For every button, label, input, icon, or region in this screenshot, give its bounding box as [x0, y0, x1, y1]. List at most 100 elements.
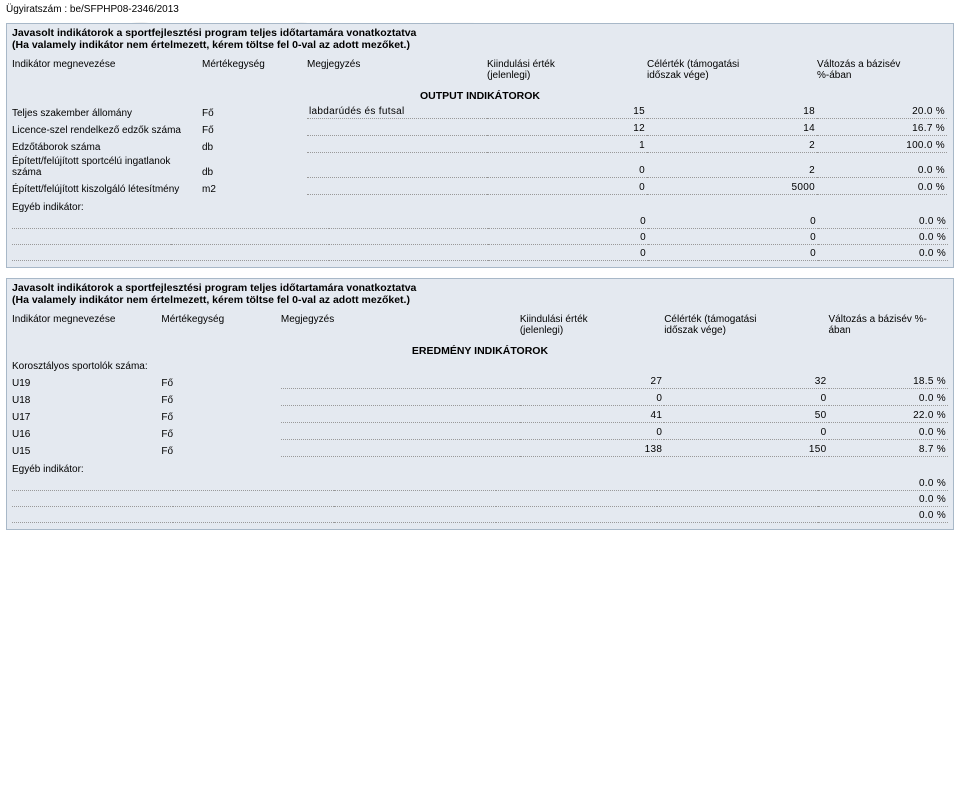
row-target-input[interactable]: 0 [648, 247, 818, 261]
row-start-input[interactable]: 0 [520, 426, 664, 440]
blank-input[interactable] [12, 231, 171, 245]
panel2-subtitle: (Ha valamely indikátor nem értelmezett, … [7, 294, 953, 310]
row-start-input[interactable]: 27 [520, 375, 664, 389]
blank-input[interactable] [657, 493, 818, 507]
row-target-input[interactable]: 32 [664, 375, 828, 389]
row-target-input[interactable]: 0 [664, 426, 828, 440]
row-change-input[interactable]: 8.7 % [829, 443, 948, 457]
row-note-input[interactable] [307, 139, 487, 153]
row-change-input[interactable]: 0.0 % [829, 426, 948, 440]
row-start-input[interactable]: 138 [520, 443, 664, 457]
row-note-input[interactable] [281, 392, 520, 406]
row-target-input[interactable]: 18 [647, 105, 817, 119]
header-col6: Változás a bázisév %- ában [829, 314, 949, 336]
row-change-input[interactable]: 0.0 % [818, 231, 948, 245]
row-target-input[interactable]: 0 [664, 392, 828, 406]
table-row: 0 0 0.0 % [12, 231, 948, 245]
header-col2: Mértékegység [161, 314, 281, 336]
table-row: Licence-szel rendelkező edzők száma Fő 1… [7, 121, 953, 138]
table-row: U18 Fő 0 0 0.0 % [7, 391, 953, 408]
blank-input[interactable] [12, 247, 171, 261]
row-change-input[interactable]: 0.0 % [818, 247, 948, 261]
blank-input[interactable] [173, 493, 334, 507]
row-target-input[interactable]: 2 [647, 164, 817, 178]
row-change-input[interactable]: 0.0 % [818, 477, 948, 491]
blank-input[interactable] [173, 509, 334, 523]
row-start-input[interactable]: 0 [487, 164, 647, 178]
row-target-input[interactable]: 0 [648, 231, 818, 245]
row-start-input[interactable]: 1 [487, 139, 647, 153]
header-col1: Indikátor megnevezése [12, 314, 161, 336]
header-col3: Megjegyzés [307, 59, 487, 81]
row-unit: Fő [161, 412, 281, 423]
row-change-input[interactable]: 0.0 % [818, 509, 948, 523]
blank-input[interactable] [496, 493, 657, 507]
row-target-input[interactable]: 150 [664, 443, 828, 457]
row-note-input[interactable] [307, 122, 487, 136]
row-target-input[interactable]: 5000 [647, 181, 817, 195]
row-start-input[interactable]: 12 [487, 122, 647, 136]
row-change-input[interactable]: 20.0 % [817, 105, 947, 119]
blank-input[interactable] [496, 509, 657, 523]
row-start-input[interactable]: 0 [488, 215, 648, 229]
blank-input[interactable] [329, 247, 488, 261]
row-change-input[interactable]: 18.5 % [829, 375, 948, 389]
row-start-input[interactable]: 15 [487, 105, 647, 119]
blank-input[interactable] [329, 231, 488, 245]
panel-output-indicators: Javasolt indikátorok a sportfejlesztési … [6, 23, 954, 268]
row-change-input[interactable]: 16.7 % [817, 122, 947, 136]
row-change-input[interactable]: 0.0 % [829, 392, 948, 406]
row-change-input[interactable]: 0.0 % [818, 215, 948, 229]
blank-input[interactable] [173, 477, 334, 491]
row-start-input[interactable]: 41 [520, 409, 664, 423]
header-col6a: Változás a bázisév [817, 59, 900, 70]
blank-input[interactable] [657, 477, 818, 491]
row-target-input[interactable]: 14 [647, 122, 817, 136]
blank-input[interactable] [12, 493, 173, 507]
blank-input[interactable] [171, 247, 330, 261]
table-row: 0.0 % [12, 509, 948, 523]
row-note-input[interactable] [281, 409, 520, 423]
panel2-title: Javasolt indikátorok a sportfejlesztési … [7, 279, 953, 294]
table-row: Edzőtáborok száma db 1 2 100.0 % [7, 138, 953, 155]
row-note-input[interactable] [307, 181, 487, 195]
row-unit: Fő [202, 108, 307, 119]
blank-input[interactable] [496, 477, 657, 491]
row-unit: Fő [161, 429, 281, 440]
header-col4b: (jelenlegi) [487, 70, 530, 81]
row-start-input[interactable]: 0 [520, 392, 664, 406]
row-note-input[interactable] [281, 443, 520, 457]
row-change-input[interactable]: 0.0 % [817, 164, 947, 178]
row-start-input[interactable]: 0 [487, 181, 647, 195]
blank-input[interactable] [12, 509, 173, 523]
header-col2: Mértékegység [202, 59, 307, 81]
row-change-input[interactable]: 22.0 % [829, 409, 948, 423]
blank-input[interactable] [329, 215, 488, 229]
row-target-input[interactable]: 0 [648, 215, 818, 229]
row-change-input[interactable]: 0.0 % [818, 493, 948, 507]
table-row: Épített/felújított kiszolgáló létesítmén… [7, 180, 953, 197]
blank-input[interactable] [334, 493, 495, 507]
row-start-input[interactable]: 0 [488, 231, 648, 245]
row-target-input[interactable]: 2 [647, 139, 817, 153]
header-col5: Célérték (támogatási időszak vége) [647, 59, 817, 81]
row-start-input[interactable]: 0 [488, 247, 648, 261]
blank-input[interactable] [12, 215, 171, 229]
table-row: Teljes szakember állomány Fő labdarúdés … [7, 104, 953, 121]
row-change-input[interactable]: 100.0 % [817, 139, 947, 153]
blank-input[interactable] [171, 215, 330, 229]
blank-input[interactable] [334, 509, 495, 523]
row-target-input[interactable]: 50 [664, 409, 828, 423]
blank-input[interactable] [334, 477, 495, 491]
panel1-subtitle: (Ha valamely indikátor nem értelmezett, … [7, 39, 953, 55]
blank-input[interactable] [12, 477, 173, 491]
blank-input[interactable] [657, 509, 818, 523]
row-note-input[interactable] [307, 164, 487, 178]
row-note-input[interactable] [281, 375, 520, 389]
page-content: Ügyiratszám : be/SFPHP08-2346/2013 Javas… [0, 0, 960, 550]
row-note-input[interactable]: labdarúdés és futsal [307, 105, 487, 119]
blank-input[interactable] [171, 231, 330, 245]
row-unit: Fő [161, 395, 281, 406]
row-note-input[interactable] [281, 426, 520, 440]
row-change-input[interactable]: 0.0 % [817, 181, 947, 195]
